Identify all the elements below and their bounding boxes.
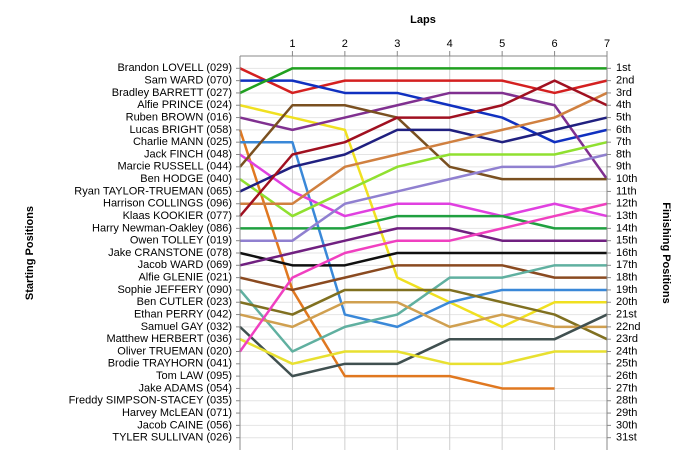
x-tick-label: 6: [552, 38, 558, 50]
x-tick-label: 4: [447, 38, 453, 50]
position-line: [240, 214, 607, 230]
starting-position-label: TYLER SULLIVAN (026): [112, 432, 232, 444]
starting-position-label: Lucas BRIGHT (058): [129, 124, 232, 136]
position-line: [239, 288, 608, 341]
starting-position-label: Marcie RUSSELL (044): [117, 161, 232, 173]
x-tick-label: 3: [394, 38, 400, 50]
finishing-position-label: 1st: [616, 62, 631, 74]
finishing-position-label: 29th: [616, 407, 637, 419]
starting-position-label: Oliver TRUEMAN (020): [117, 345, 232, 357]
finishing-position-label: 27th: [616, 382, 637, 394]
finishing-position-label: 31st: [616, 432, 637, 444]
position-line: [239, 79, 608, 217]
finishing-position-label: 9th: [616, 161, 631, 173]
position-line: [239, 301, 607, 329]
finishing-position-label: 13th: [616, 210, 637, 222]
starting-position-label: Freddy SIMPSON-STACEY (035): [69, 395, 232, 407]
starting-position-label: Sophie JEFFERY (090): [117, 284, 232, 296]
starting-position-label: Harrison COLLINGS (096): [103, 198, 232, 210]
starting-position-label: Samuel GAY (032): [141, 321, 232, 333]
starting-position-label: Charlie MANN (025): [133, 136, 232, 148]
starting-position-label: Brandon LOVELL (029): [117, 62, 232, 74]
finishing-position-label: 24th: [616, 345, 637, 357]
position-line: [238, 202, 608, 353]
starting-position-label: Owen TOLLEY (019): [130, 235, 232, 247]
finishing-position-label: 5th: [616, 111, 631, 123]
x-tick-label: 5: [499, 38, 505, 50]
lines: [238, 67, 609, 390]
position-line: [239, 227, 607, 267]
starting-position-label: Klaas KOOKIER (077): [123, 210, 232, 222]
position-line: [240, 91, 608, 205]
position-line: [239, 264, 607, 353]
starting-position-label: Alfie GLENIE (021): [138, 272, 232, 284]
position-line: [239, 140, 608, 218]
starting-position-label: Harvey McLEAN (071): [122, 407, 232, 419]
finishing-position-label: 18th: [616, 272, 637, 284]
finishing-position-label: 14th: [616, 222, 637, 234]
finishing-position-label: 21st: [616, 308, 637, 320]
finishing-position-label: 17th: [616, 259, 637, 271]
x-tick-label: 2: [342, 38, 348, 50]
position-line: [239, 153, 608, 218]
starting-position-label: Ruben BROWN (016): [126, 111, 232, 123]
starting-position-label: Jake CRANSTONE (078): [108, 247, 232, 259]
position-line: [239, 67, 607, 95]
position-line: [239, 313, 608, 378]
finishing-position-label: 10th: [616, 173, 637, 185]
finishing-position-label: 12th: [616, 198, 637, 210]
finishing-position-label: 23rd: [616, 333, 638, 345]
position-line: [239, 338, 607, 366]
axes: Brandon LOVELL (029) 1st Sam WARD (070) 2nd…: [69, 38, 640, 450]
position-line: [239, 251, 607, 267]
starting-position-label: Ethan PERRY (042): [134, 308, 232, 320]
starting-position-label: Matthew HERBERT (036): [106, 333, 232, 345]
right-axis-label: Finishing Positions: [660, 202, 672, 303]
starting-position-label: Ben HODGE (040): [140, 173, 232, 185]
position-line: [240, 153, 608, 242]
starting-position-label: Harry Newman-Oakley (086): [92, 222, 232, 234]
finishing-position-label: 7th: [616, 136, 631, 148]
finishing-position-label: 8th: [616, 148, 631, 160]
finishing-position-label: 28th: [616, 395, 637, 407]
finishing-position-label: 4th: [616, 99, 631, 111]
finishing-position-label: 3rd: [616, 87, 632, 99]
finishing-position-label: 22nd: [616, 321, 640, 333]
chart-title: Laps: [410, 14, 436, 26]
starting-position-label: Jacob CAINE (056): [137, 419, 232, 431]
position-line: [239, 264, 607, 292]
position-line: [239, 116, 608, 193]
position-line: [239, 91, 609, 180]
starting-position-label: Jacob WARD (069): [138, 259, 232, 271]
starting-position-label: Jack FINCH (048): [144, 148, 232, 160]
finishing-position-label: 6th: [616, 124, 631, 136]
finishing-position-label: 20th: [616, 296, 637, 308]
finishing-position-label: 25th: [616, 358, 637, 370]
finishing-position-label: 11th: [616, 185, 637, 197]
finishing-position-label: 26th: [616, 370, 637, 382]
starting-position-label: Sam WARD (070): [144, 75, 232, 87]
starting-position-label: Ryan TAYLOR-TRUEMAN (065): [74, 185, 232, 197]
x-tick-label: 7: [604, 38, 610, 50]
finishing-position-label: 19th: [616, 284, 637, 296]
position-line: [239, 104, 607, 181]
finishing-position-label: 16th: [616, 247, 637, 259]
starting-position-label: Brodie TRAYHORN (041): [108, 358, 232, 370]
starting-position-label: Tom LAW (095): [156, 370, 232, 382]
finishing-position-label: 2nd: [616, 75, 634, 87]
finishing-position-label: 15th: [616, 235, 637, 247]
starting-position-label: Bradley BARRETT (027): [112, 87, 232, 99]
starting-position-label: Ben CUTLER (023): [137, 296, 232, 308]
position-line: [239, 67, 608, 95]
starting-position-label: Alfie PRINCE (024): [137, 99, 232, 111]
finishing-position-label: 30th: [616, 419, 637, 431]
left-axis-label: Starting Positions: [24, 206, 36, 300]
x-tick-label: 1: [289, 38, 295, 50]
starting-position-label: Jake ADAMS (054): [138, 382, 232, 394]
